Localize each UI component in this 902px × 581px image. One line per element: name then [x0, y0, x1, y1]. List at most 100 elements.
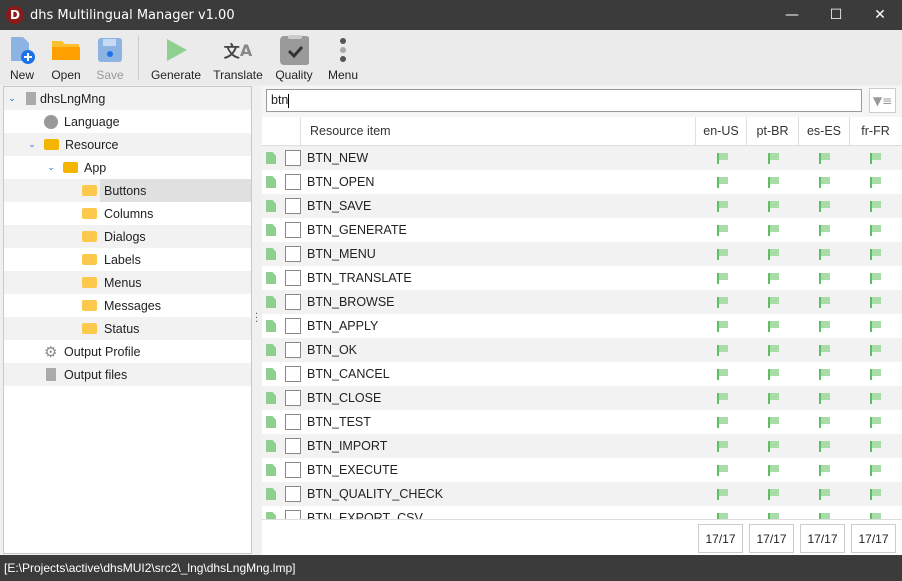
translation-status-cell[interactable] [850, 440, 901, 452]
row-checkbox[interactable] [285, 222, 301, 238]
generate-button[interactable]: Generate [145, 30, 207, 85]
column-header-es-es[interactable]: es-ES [798, 117, 849, 145]
translation-status-cell[interactable] [697, 176, 748, 188]
row-checkbox[interactable] [285, 174, 301, 190]
row-checkbox[interactable] [285, 414, 301, 430]
translation-status-cell[interactable] [799, 248, 850, 260]
table-row[interactable]: BTN_NEW [262, 146, 902, 170]
chevron-down-icon[interactable]: ⌄ [8, 93, 16, 103]
search-input[interactable]: btn [266, 89, 862, 112]
tree-node-root[interactable]: ⌄ dhsLngMng [4, 87, 251, 110]
translation-status-cell[interactable] [850, 464, 901, 476]
translation-status-cell[interactable] [799, 272, 850, 284]
translation-status-cell[interactable] [748, 440, 799, 452]
translation-status-cell[interactable] [850, 296, 901, 308]
table-row[interactable]: BTN_EXECUTE [262, 458, 902, 482]
table-row[interactable]: BTN_TRANSLATE [262, 266, 902, 290]
translation-status-cell[interactable] [799, 224, 850, 236]
column-header-fr-fr[interactable]: fr-FR [849, 117, 901, 145]
minimize-button[interactable]: — [785, 7, 799, 23]
translation-status-cell[interactable] [748, 224, 799, 236]
translation-status-cell[interactable] [697, 296, 748, 308]
table-row[interactable]: BTN_QUALITY_CHECK [262, 482, 902, 506]
translation-status-cell[interactable] [697, 368, 748, 380]
translation-status-cell[interactable] [748, 152, 799, 164]
tree-node-dialogs[interactable]: Dialogs [4, 225, 251, 248]
save-button[interactable]: Save [88, 30, 132, 85]
translation-status-cell[interactable] [850, 512, 901, 519]
translation-status-cell[interactable] [799, 416, 850, 428]
translation-status-cell[interactable] [799, 296, 850, 308]
translation-status-cell[interactable] [748, 200, 799, 212]
translation-status-cell[interactable] [850, 272, 901, 284]
tree-node-status[interactable]: Status [4, 317, 251, 340]
quality-button[interactable]: Quality [269, 30, 319, 85]
row-checkbox[interactable] [285, 486, 301, 502]
column-header-item[interactable]: Resource item [300, 117, 695, 145]
tree-node-output-files[interactable]: Output files [4, 363, 251, 386]
translation-status-cell[interactable] [748, 176, 799, 188]
row-checkbox[interactable] [285, 342, 301, 358]
translation-status-cell[interactable] [697, 392, 748, 404]
row-checkbox[interactable] [285, 462, 301, 478]
table-row[interactable]: BTN_IMPORT [262, 434, 902, 458]
translation-status-cell[interactable] [748, 320, 799, 332]
translation-status-cell[interactable] [697, 272, 748, 284]
tree-node-messages[interactable]: Messages [4, 294, 251, 317]
translation-status-cell[interactable] [748, 296, 799, 308]
table-row[interactable]: BTN_GENERATE [262, 218, 902, 242]
translation-status-cell[interactable] [748, 488, 799, 500]
table-row[interactable]: BTN_EXPORT_CSV [262, 506, 902, 519]
translation-status-cell[interactable] [748, 464, 799, 476]
row-checkbox[interactable] [285, 438, 301, 454]
translation-status-cell[interactable] [799, 392, 850, 404]
translation-status-cell[interactable] [697, 200, 748, 212]
column-header-pt-br[interactable]: pt-BR [746, 117, 798, 145]
new-button[interactable]: New [0, 30, 44, 85]
translation-status-cell[interactable] [697, 488, 748, 500]
translation-status-cell[interactable] [850, 152, 901, 164]
tree-node-output-profile[interactable]: ⚙ Output Profile [44, 343, 141, 361]
filter-button[interactable]: ▼≡ [869, 88, 896, 113]
close-button[interactable]: ✕ [874, 7, 886, 23]
menu-button[interactable]: Menu [319, 30, 367, 85]
translation-status-cell[interactable] [697, 416, 748, 428]
table-row[interactable]: BTN_CANCEL [262, 362, 902, 386]
tree-node-buttons[interactable]: Buttons [4, 179, 251, 202]
row-checkbox[interactable] [285, 198, 301, 214]
translation-status-cell[interactable] [799, 368, 850, 380]
chevron-down-icon[interactable]: ⌄ [47, 162, 55, 172]
table-row[interactable]: BTN_OK [262, 338, 902, 362]
row-checkbox[interactable] [285, 318, 301, 334]
translation-status-cell[interactable] [850, 392, 901, 404]
table-row[interactable]: BTN_TEST [262, 410, 902, 434]
translation-status-cell[interactable] [697, 320, 748, 332]
chevron-down-icon[interactable]: ⌄ [28, 139, 36, 149]
tree-node-labels[interactable]: Labels [4, 248, 251, 271]
column-header-en-us[interactable]: en-US [695, 117, 746, 145]
row-checkbox[interactable] [285, 366, 301, 382]
translation-status-cell[interactable] [850, 200, 901, 212]
translation-status-cell[interactable] [850, 248, 901, 260]
translation-status-cell[interactable] [799, 320, 850, 332]
table-row[interactable]: BTN_OPEN [262, 170, 902, 194]
row-checkbox[interactable] [285, 150, 301, 166]
translation-status-cell[interactable] [850, 416, 901, 428]
tree-node-app[interactable]: ⌄ App [4, 156, 251, 179]
translation-status-cell[interactable] [748, 344, 799, 356]
translation-status-cell[interactable] [697, 344, 748, 356]
open-button[interactable]: Open [44, 30, 88, 85]
translation-status-cell[interactable] [850, 488, 901, 500]
row-checkbox[interactable] [285, 390, 301, 406]
translation-status-cell[interactable] [799, 440, 850, 452]
translation-status-cell[interactable] [748, 368, 799, 380]
translation-status-cell[interactable] [748, 416, 799, 428]
translation-status-cell[interactable] [697, 512, 748, 519]
translation-status-cell[interactable] [697, 464, 748, 476]
translation-status-cell[interactable] [748, 272, 799, 284]
tree-node-menus[interactable]: Menus [4, 271, 251, 294]
table-row[interactable]: BTN_BROWSE [262, 290, 902, 314]
translation-status-cell[interactable] [799, 200, 850, 212]
table-row[interactable]: BTN_APPLY [262, 314, 902, 338]
table-row[interactable]: BTN_MENU [262, 242, 902, 266]
